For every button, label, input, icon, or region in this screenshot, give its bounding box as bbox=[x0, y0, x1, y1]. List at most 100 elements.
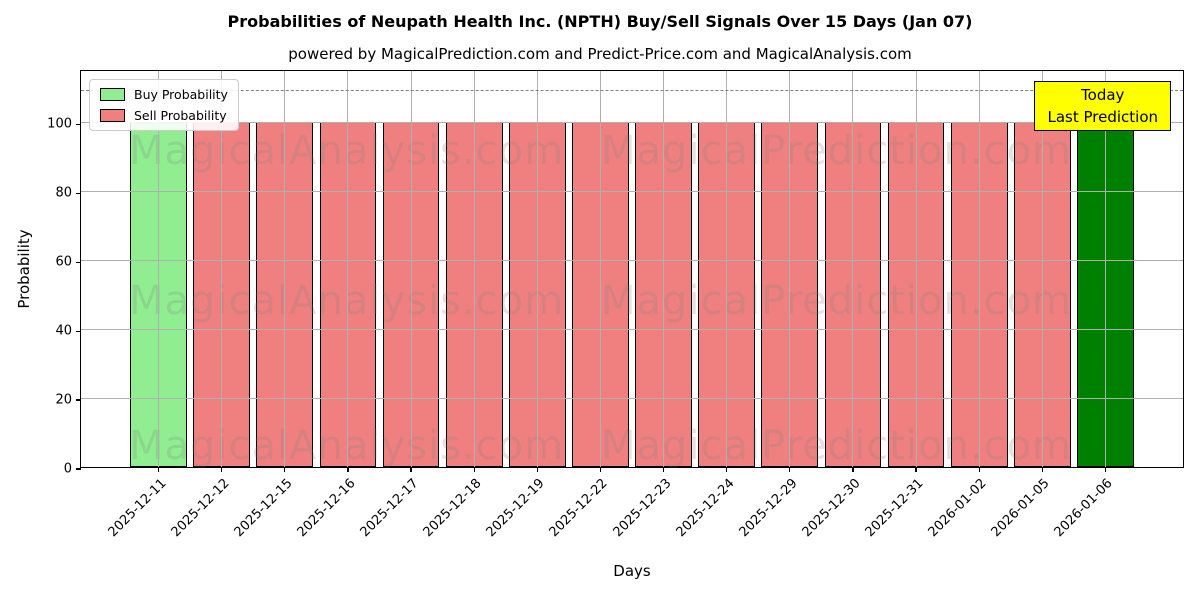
x-tick-label: 2025-12-11 bbox=[105, 476, 170, 541]
watermark-text: MagicalPrediction.com bbox=[601, 278, 1072, 324]
y-tick-label: 20 bbox=[55, 392, 72, 408]
chart-subtitle: powered by MagicalPrediction.com and Pre… bbox=[288, 45, 912, 63]
x-tick bbox=[852, 467, 854, 472]
watermark-text: MagicalAnalysis.com bbox=[129, 278, 565, 324]
x-tick-label: 2026-01-02 bbox=[925, 476, 990, 541]
x-tick bbox=[284, 467, 286, 472]
y-tick bbox=[76, 261, 81, 263]
vertical-gridline bbox=[1041, 71, 1043, 467]
horizontal-gridline bbox=[81, 190, 1183, 192]
legend-swatch bbox=[100, 88, 125, 101]
x-tick bbox=[789, 467, 791, 472]
x-tick-label: 2025-12-16 bbox=[294, 476, 359, 541]
x-tick bbox=[599, 467, 602, 472]
x-tick-label: 2025-12-30 bbox=[799, 476, 864, 541]
vertical-gridline bbox=[536, 71, 538, 467]
horizontal-gridline bbox=[81, 259, 1183, 261]
bar-slot: 2025-12-19 bbox=[484, 71, 569, 540]
watermark-text: MagicalAnalysis.com bbox=[129, 423, 565, 469]
y-axis-title: Probability bbox=[15, 229, 33, 309]
vertical-gridline bbox=[221, 71, 223, 467]
x-tick-label: 2025-12-17 bbox=[357, 476, 422, 541]
vertical-gridline bbox=[1104, 71, 1106, 467]
watermark-text: MagicalPrediction.com bbox=[601, 128, 1072, 174]
x-tick bbox=[221, 467, 223, 472]
y-tick bbox=[76, 399, 81, 401]
bar-slot: 2025-12-12 bbox=[168, 71, 253, 540]
vertical-gridline bbox=[915, 71, 917, 467]
vertical-gridline bbox=[599, 71, 601, 467]
x-tick bbox=[1104, 467, 1107, 472]
horizontal-gridline bbox=[81, 328, 1183, 330]
bar-slot: 2026-01-05 bbox=[989, 71, 1074, 540]
chart-title: Probabilities of Neupath Health Inc. (NP… bbox=[227, 12, 973, 31]
vertical-gridline bbox=[473, 71, 475, 467]
bar-slot: 2025-12-24 bbox=[673, 71, 758, 540]
x-tick bbox=[915, 467, 917, 472]
legend-label: Sell Probability bbox=[134, 108, 227, 123]
x-tick-label: 2025-12-18 bbox=[420, 476, 485, 541]
y-tick-label: 80 bbox=[55, 185, 72, 201]
y-tick-label: 60 bbox=[55, 254, 72, 270]
y-tick-label: 40 bbox=[55, 323, 72, 339]
x-tick bbox=[410, 467, 412, 472]
vertical-gridline bbox=[852, 71, 854, 467]
bar-slot: 2025-12-29 bbox=[736, 71, 821, 540]
x-axis-title: Days bbox=[613, 562, 651, 580]
y-tick bbox=[76, 192, 81, 194]
legend-swatch bbox=[100, 109, 125, 122]
y-tick-label: 100 bbox=[47, 116, 72, 132]
today-annotation: Today Last Prediction bbox=[1034, 81, 1171, 131]
x-tick bbox=[347, 467, 349, 472]
x-tick bbox=[726, 467, 728, 472]
x-tick bbox=[978, 467, 980, 472]
y-tick bbox=[76, 123, 81, 125]
bar-slot: 2025-12-11 bbox=[105, 71, 190, 540]
annotation-line1: Today bbox=[1081, 86, 1125, 104]
vertical-gridline bbox=[789, 71, 791, 467]
vertical-gridline bbox=[347, 71, 349, 467]
vertical-gridline bbox=[158, 71, 160, 467]
vertical-gridline bbox=[663, 71, 665, 467]
bar-slot: 2026-01-02 bbox=[926, 71, 1011, 540]
x-tick-label: 2026-01-05 bbox=[988, 476, 1053, 541]
x-tick bbox=[157, 467, 160, 472]
bars-row: 2025-12-11 2025-12-12 2025-12-15 2025-12-16… bbox=[81, 71, 1183, 540]
bar-slot: 2026-01-06 bbox=[1052, 71, 1137, 540]
y-tick bbox=[76, 330, 81, 332]
x-tick-label: 2025-12-31 bbox=[862, 476, 927, 541]
x-tick bbox=[536, 467, 538, 472]
bar-slot: 2025-12-23 bbox=[610, 71, 695, 540]
bar-slot: 2025-12-18 bbox=[421, 71, 506, 540]
vertical-gridline bbox=[726, 71, 728, 467]
threshold-dashed-line bbox=[81, 89, 1183, 91]
x-tick bbox=[662, 467, 665, 472]
bar-slot: 2025-12-31 bbox=[863, 71, 948, 540]
bar-slot: 2025-12-22 bbox=[547, 71, 632, 540]
vertical-gridline bbox=[284, 71, 286, 467]
x-tick-label: 2026-01-06 bbox=[1052, 476, 1117, 541]
vertical-gridline bbox=[978, 71, 980, 467]
watermark-text: MagicalAnalysis.com bbox=[129, 128, 565, 174]
annotation-line2: Last Prediction bbox=[1047, 108, 1158, 126]
x-tick-label: 2025-12-23 bbox=[610, 476, 675, 541]
y-tick bbox=[76, 468, 81, 470]
x-tick-label: 2025-12-22 bbox=[547, 476, 612, 541]
x-tick bbox=[1041, 467, 1043, 472]
watermark-text: MagicalPrediction.com bbox=[601, 423, 1072, 469]
y-tick-label: 0 bbox=[63, 461, 72, 477]
horizontal-gridline bbox=[81, 397, 1183, 399]
vertical-gridline bbox=[410, 71, 412, 467]
plot-area: Buy Probability Sell Probability Today La… bbox=[47, 70, 1184, 540]
bar-slot: 2025-12-17 bbox=[358, 71, 443, 540]
legend-item: Buy Probability bbox=[100, 87, 228, 102]
x-tick-label: 2025-12-19 bbox=[483, 476, 548, 541]
legend: Buy Probability Sell Probability bbox=[89, 79, 239, 131]
x-tick-label: 2025-12-29 bbox=[736, 476, 801, 541]
x-tick bbox=[473, 467, 475, 472]
bar-slot: 2025-12-30 bbox=[800, 71, 884, 540]
bar-slot: 2025-12-16 bbox=[295, 71, 379, 540]
bar-slot: 2025-12-15 bbox=[231, 71, 316, 540]
x-tick-label: 2025-12-24 bbox=[673, 476, 738, 541]
